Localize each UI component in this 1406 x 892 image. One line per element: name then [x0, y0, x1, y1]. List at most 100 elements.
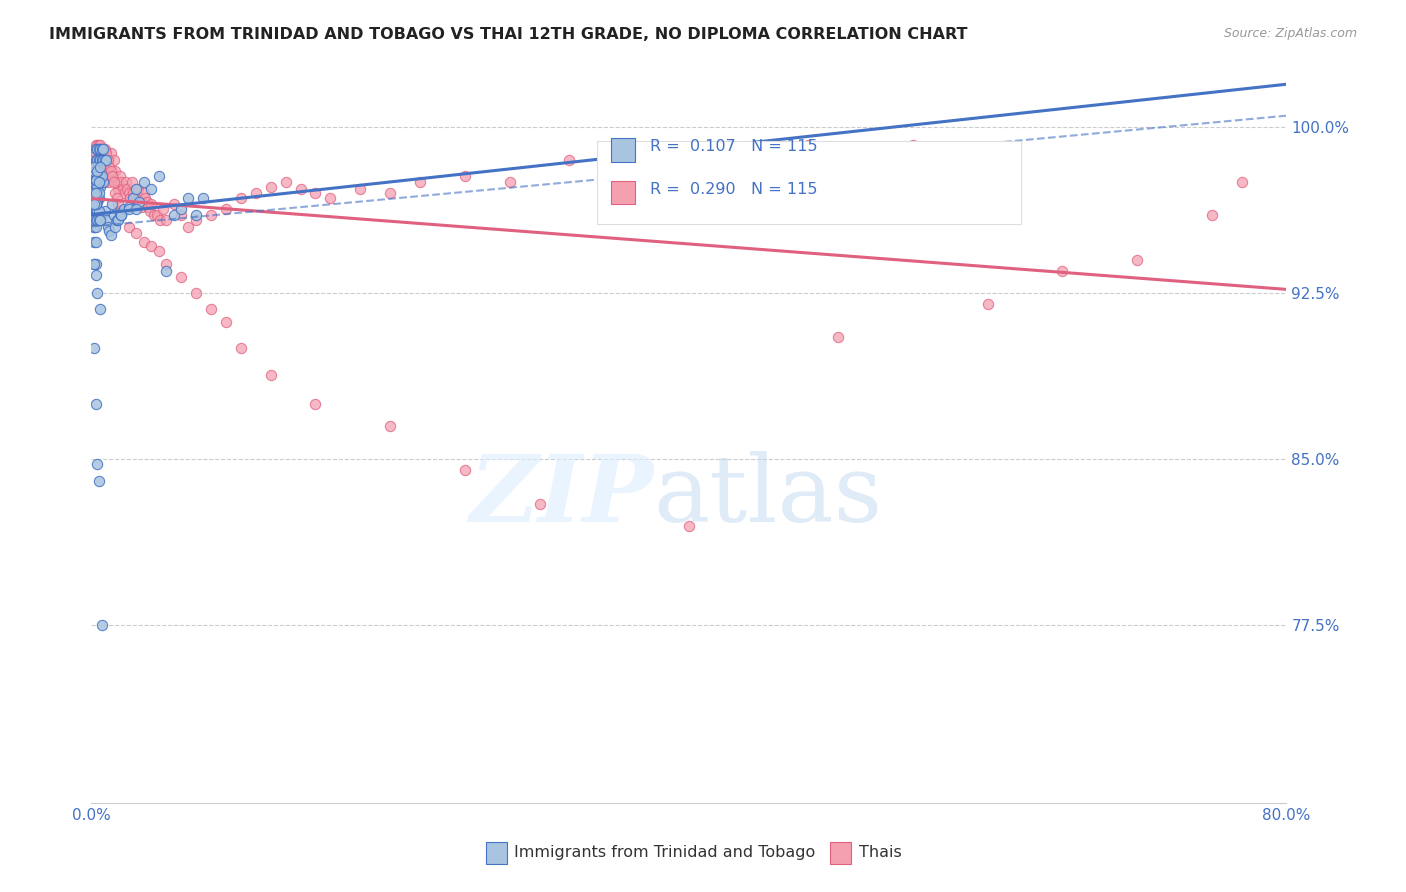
Point: [128, 191, 150, 205]
Point: [107, 212, 129, 227]
Point: [83, 235, 105, 249]
Point: [97, 153, 120, 167]
Point: [110, 175, 132, 189]
Point: [84, 212, 107, 227]
Point: [104, 186, 127, 201]
Text: Thais: Thais: [859, 845, 901, 860]
Point: [648, 142, 671, 156]
Point: [83, 195, 105, 210]
Point: [89, 169, 111, 183]
Point: [89, 142, 111, 156]
Point: [148, 244, 170, 258]
Point: [111, 182, 134, 196]
Point: [86, 204, 108, 219]
Point: [84, 197, 107, 211]
Point: [141, 182, 163, 196]
Point: [110, 209, 132, 223]
Point: [1230, 175, 1253, 189]
Point: [110, 209, 132, 223]
Point: [83, 204, 105, 219]
Point: [89, 301, 111, 316]
Point: [162, 197, 184, 211]
Point: [84, 268, 107, 283]
Point: [87, 169, 110, 183]
Point: [87, 212, 110, 227]
Point: [100, 146, 122, 161]
Point: [93, 160, 115, 174]
Point: [90, 169, 112, 183]
Point: [107, 197, 129, 211]
Point: [87, 175, 110, 189]
Point: [83, 186, 105, 201]
Point: [122, 191, 145, 205]
Point: [84, 219, 107, 234]
Point: [84, 173, 107, 187]
Point: [125, 202, 148, 216]
Point: [86, 179, 108, 194]
Point: [107, 182, 129, 196]
Point: [112, 202, 135, 216]
Point: [105, 175, 128, 189]
Text: Immigrants from Trinidad and Tobago: Immigrants from Trinidad and Tobago: [515, 845, 815, 860]
Point: [177, 219, 200, 234]
FancyBboxPatch shape: [830, 841, 852, 863]
Point: [108, 169, 131, 183]
Point: [349, 182, 371, 196]
Point: [132, 175, 155, 189]
Point: [155, 264, 177, 278]
Point: [103, 209, 125, 223]
Point: [304, 186, 326, 201]
Point: [84, 153, 107, 167]
Point: [131, 200, 153, 214]
Point: [101, 169, 124, 183]
Point: [177, 191, 200, 205]
Point: [100, 228, 122, 243]
Point: [827, 330, 849, 344]
Point: [83, 179, 105, 194]
Point: [101, 197, 124, 211]
Point: [129, 195, 152, 210]
Point: [89, 212, 111, 227]
Point: [84, 137, 107, 152]
Point: [87, 137, 110, 152]
Point: [90, 618, 112, 632]
Point: [184, 212, 207, 227]
Point: [104, 164, 127, 178]
Point: [96, 153, 118, 167]
Point: [136, 200, 159, 214]
Point: [141, 239, 163, 253]
Point: [84, 175, 107, 189]
Point: [105, 191, 128, 205]
Point: [115, 182, 138, 196]
Point: [155, 257, 177, 271]
Point: [319, 191, 342, 205]
Point: [118, 219, 141, 234]
Point: [86, 169, 108, 183]
Point: [83, 219, 105, 234]
Text: Source: ZipAtlas.com: Source: ZipAtlas.com: [1223, 27, 1357, 40]
Point: [87, 153, 110, 167]
Point: [84, 195, 107, 210]
Point: [170, 202, 193, 216]
Point: [87, 175, 110, 189]
Point: [84, 146, 107, 161]
Point: [103, 175, 125, 189]
Point: [499, 175, 522, 189]
Point: [89, 153, 111, 167]
Point: [84, 212, 107, 227]
Point: [86, 175, 108, 189]
Point: [118, 186, 141, 201]
Point: [86, 164, 108, 178]
Point: [96, 153, 118, 167]
Point: [114, 175, 136, 189]
Point: [112, 186, 135, 201]
Point: [146, 209, 169, 223]
Point: [149, 212, 172, 227]
Point: [108, 206, 131, 220]
Point: [1052, 264, 1074, 278]
Point: [86, 191, 108, 205]
Point: [290, 182, 312, 196]
Point: [83, 257, 105, 271]
Text: ZIP: ZIP: [468, 450, 652, 541]
Point: [976, 297, 998, 311]
